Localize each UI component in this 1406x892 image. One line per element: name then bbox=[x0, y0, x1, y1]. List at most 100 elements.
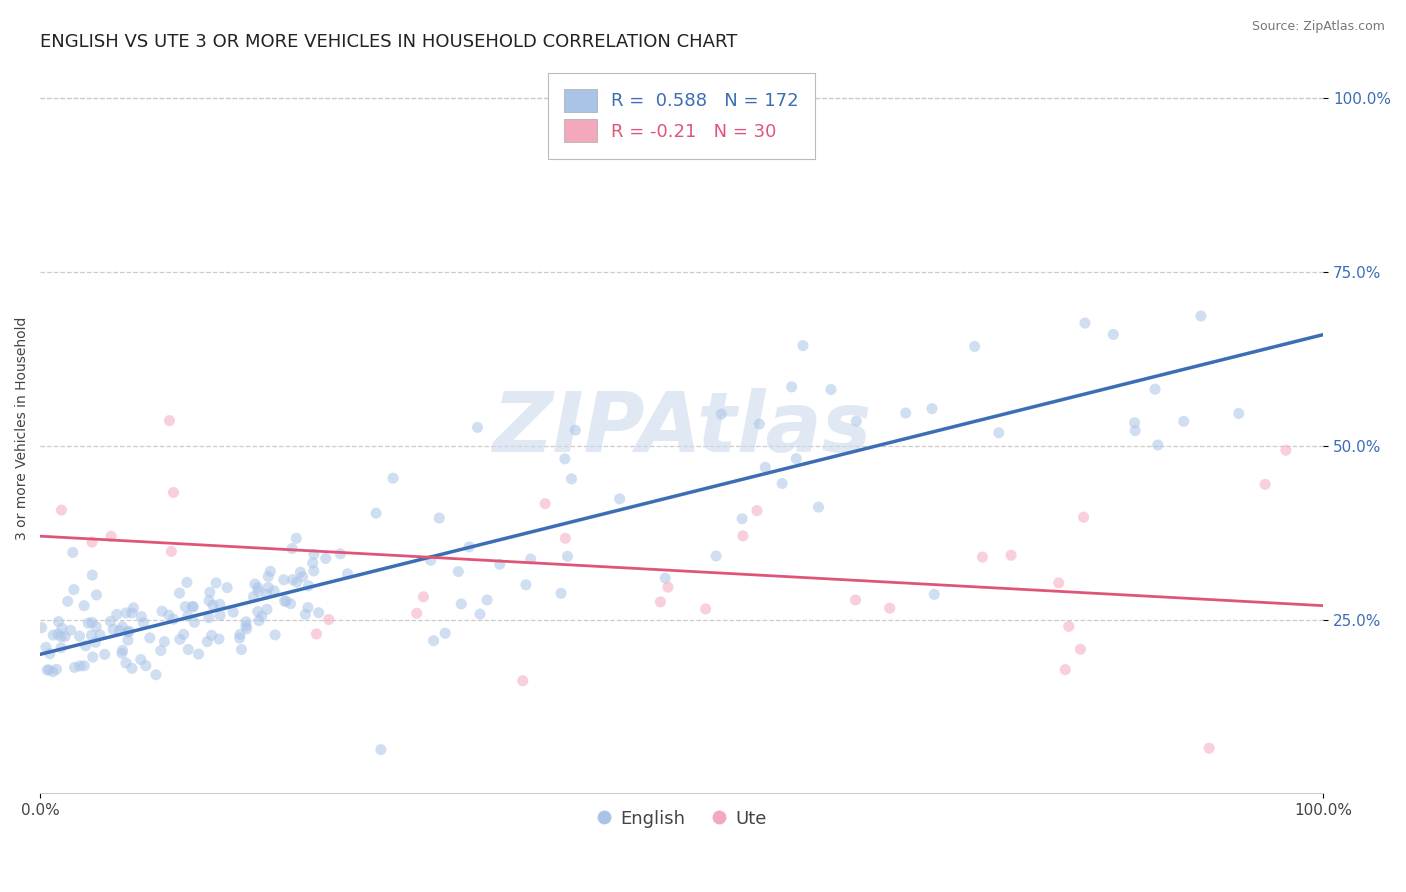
Point bbox=[256, 587, 278, 601]
Point bbox=[731, 529, 754, 543]
Point bbox=[132, 615, 155, 630]
Point bbox=[1074, 316, 1097, 330]
Point bbox=[105, 607, 128, 622]
Point bbox=[246, 581, 269, 595]
Point bbox=[894, 406, 917, 420]
Point bbox=[290, 565, 312, 579]
Point bbox=[111, 646, 134, 660]
Point bbox=[364, 506, 387, 520]
Point bbox=[82, 568, 104, 582]
Point bbox=[162, 612, 184, 626]
Point bbox=[263, 583, 285, 598]
Point bbox=[557, 549, 579, 564]
Point bbox=[160, 544, 183, 558]
Point bbox=[382, 471, 405, 485]
Point bbox=[1143, 382, 1166, 396]
Point bbox=[447, 565, 470, 579]
Point bbox=[247, 584, 270, 599]
Point bbox=[297, 579, 319, 593]
Point bbox=[302, 564, 325, 578]
Point bbox=[754, 460, 776, 475]
Point bbox=[181, 599, 204, 614]
Point bbox=[1173, 414, 1195, 428]
Point bbox=[174, 599, 197, 614]
Point bbox=[458, 540, 481, 554]
Point bbox=[281, 573, 304, 587]
Point bbox=[49, 640, 72, 655]
Point bbox=[422, 633, 444, 648]
Point bbox=[38, 663, 60, 677]
Point bbox=[745, 503, 768, 517]
Point bbox=[73, 599, 96, 613]
Y-axis label: 3 or more Vehicles in Household: 3 or more Vehicles in Household bbox=[15, 317, 30, 541]
Point bbox=[820, 383, 842, 397]
Point bbox=[695, 602, 717, 616]
Point bbox=[519, 552, 541, 566]
Text: ENGLISH VS UTE 3 OR MORE VEHICLES IN HOUSEHOLD CORRELATION CHART: ENGLISH VS UTE 3 OR MORE VEHICLES IN HOU… bbox=[41, 33, 738, 51]
Point bbox=[31, 621, 53, 635]
Point bbox=[1227, 407, 1250, 421]
Point bbox=[1123, 416, 1146, 430]
Point bbox=[256, 602, 278, 616]
Point bbox=[515, 578, 537, 592]
Point bbox=[38, 647, 60, 661]
Point bbox=[315, 551, 337, 566]
Point bbox=[117, 633, 139, 648]
Point bbox=[963, 339, 986, 353]
Point bbox=[139, 631, 162, 645]
Point bbox=[84, 620, 107, 634]
Point bbox=[45, 662, 67, 676]
Point bbox=[235, 615, 257, 629]
Point bbox=[198, 593, 221, 607]
Point bbox=[169, 586, 191, 600]
Point bbox=[704, 549, 727, 563]
Point bbox=[1254, 477, 1277, 491]
Point bbox=[257, 569, 280, 583]
Point bbox=[198, 610, 221, 624]
Point bbox=[259, 565, 281, 579]
Point bbox=[209, 608, 232, 623]
Point bbox=[1146, 438, 1168, 452]
Point bbox=[247, 614, 270, 628]
Point bbox=[37, 663, 59, 677]
Point bbox=[77, 616, 100, 631]
Point bbox=[173, 627, 195, 641]
Point bbox=[554, 531, 576, 545]
Point bbox=[176, 575, 198, 590]
Point bbox=[657, 580, 679, 594]
Point bbox=[176, 609, 198, 624]
Point bbox=[1054, 663, 1077, 677]
Point bbox=[181, 599, 204, 614]
Point bbox=[609, 491, 631, 506]
Point bbox=[972, 550, 994, 565]
Point bbox=[231, 642, 253, 657]
Point bbox=[329, 547, 352, 561]
Point bbox=[208, 597, 231, 611]
Point bbox=[217, 581, 239, 595]
Point bbox=[1057, 619, 1080, 633]
Point bbox=[63, 582, 86, 597]
Point bbox=[273, 594, 295, 608]
Point bbox=[554, 451, 576, 466]
Point bbox=[475, 593, 498, 607]
Point bbox=[46, 627, 69, 641]
Point bbox=[318, 613, 340, 627]
Point bbox=[291, 569, 314, 583]
Point bbox=[118, 624, 141, 639]
Point bbox=[80, 535, 103, 549]
Point bbox=[111, 619, 134, 633]
Point bbox=[308, 606, 330, 620]
Point bbox=[56, 594, 79, 608]
Point bbox=[427, 511, 450, 525]
Point bbox=[75, 639, 97, 653]
Point bbox=[82, 650, 104, 665]
Point bbox=[205, 575, 228, 590]
Point bbox=[111, 643, 134, 657]
Point bbox=[208, 632, 231, 646]
Point bbox=[280, 597, 302, 611]
Point bbox=[1123, 424, 1146, 438]
Point bbox=[51, 621, 73, 635]
Point bbox=[419, 553, 441, 567]
Point bbox=[51, 503, 73, 517]
Point bbox=[121, 661, 143, 675]
